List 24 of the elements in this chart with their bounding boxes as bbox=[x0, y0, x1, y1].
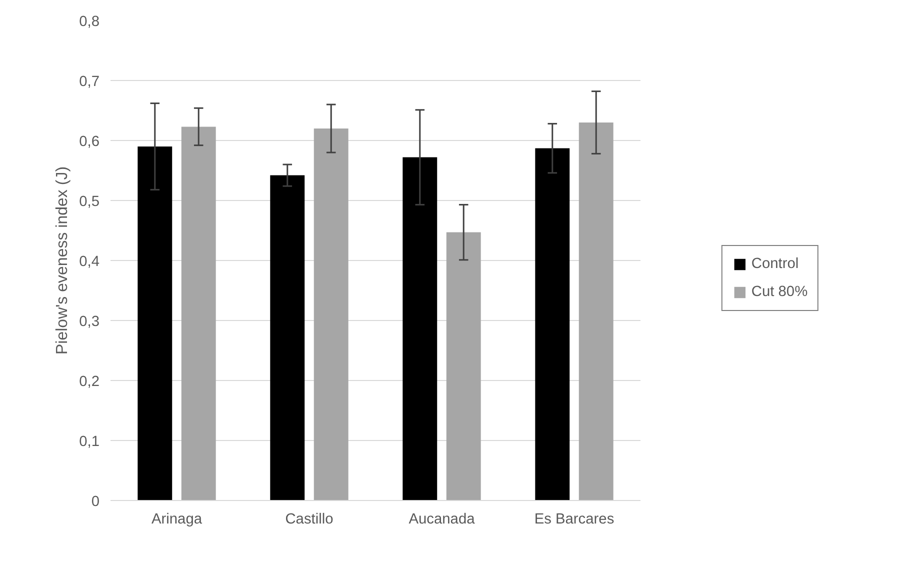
bar bbox=[535, 148, 570, 500]
y-tick-label: 0 bbox=[91, 494, 100, 510]
y-tick-label: 0,1 bbox=[79, 434, 100, 450]
y-tick-label: 0,7 bbox=[79, 74, 100, 90]
y-tick-label: 0,6 bbox=[79, 134, 100, 150]
y-tick-label: 0,4 bbox=[79, 254, 100, 270]
bar bbox=[402, 157, 438, 500]
x-tick-label: Aucanada bbox=[408, 512, 476, 528]
y-tick-label: 0,2 bbox=[79, 374, 100, 390]
bar bbox=[270, 175, 305, 500]
y-tick-label: 0,8 bbox=[79, 14, 100, 30]
bar bbox=[578, 122, 614, 500]
y-tick-label: 0,3 bbox=[79, 314, 100, 330]
y-axis-title: Pielow's eveness index (J) bbox=[54, 166, 72, 355]
y-tick-label: 0,5 bbox=[79, 194, 100, 210]
x-tick-label: Es Barcares bbox=[534, 512, 614, 528]
bar bbox=[446, 232, 481, 500]
x-tick-label: Arinaga bbox=[151, 512, 203, 528]
legend-label: Control bbox=[751, 256, 799, 272]
bar bbox=[138, 146, 172, 500]
bar bbox=[314, 128, 348, 500]
legend-label: Cut 80% bbox=[751, 284, 808, 300]
bar bbox=[181, 126, 216, 500]
x-tick-label: Castillo bbox=[285, 512, 334, 528]
